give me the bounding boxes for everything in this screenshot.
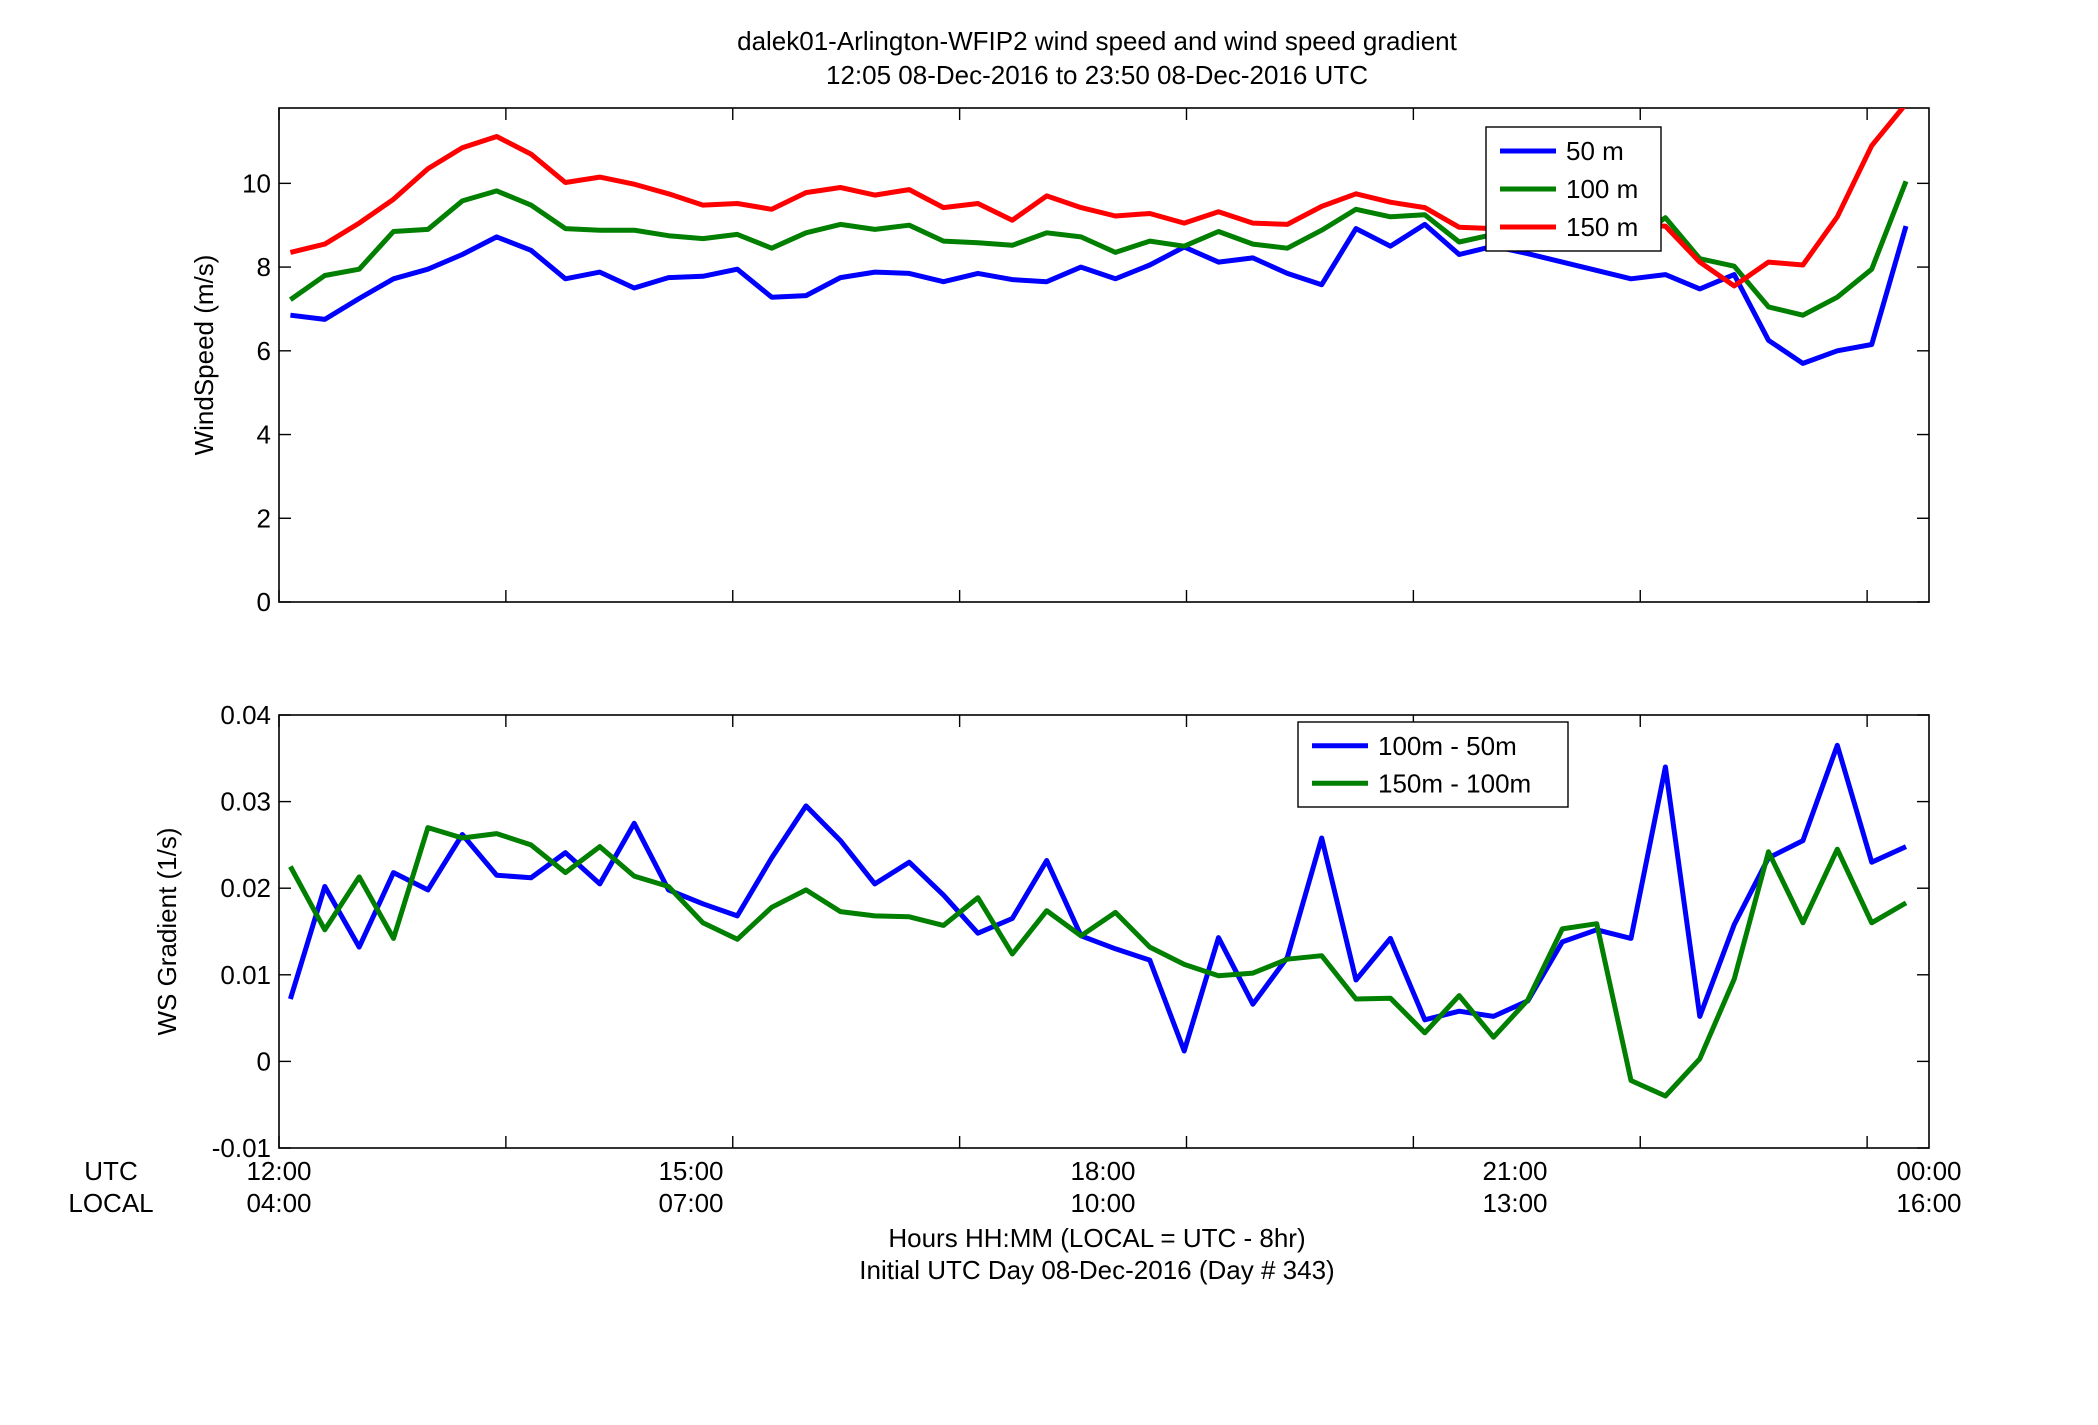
y-tick-label: 0.04: [220, 700, 271, 730]
legend-entry: 150m - 100m: [1378, 768, 1531, 798]
figure-title-line1: dalek01-Arlington-WFIP2 wind speed and w…: [737, 26, 1458, 56]
utc-tick-label: 12:00: [246, 1156, 311, 1186]
series-line-100m-50m: [288, 742, 1908, 1054]
y-tick-label: 0: [257, 587, 271, 617]
y-tick-label: 4: [257, 420, 271, 450]
series-line-50-m: [290, 221, 1909, 366]
local-tick-label: 07:00: [658, 1188, 723, 1218]
plot-frame: [278, 714, 1930, 1149]
local-tick-label: 16:00: [1896, 1188, 1961, 1218]
series-line-150m-100m: [288, 825, 1908, 1099]
y-tick-label: 2: [257, 503, 271, 533]
y-axis-label: WindSpeed (m/s): [189, 255, 219, 456]
x-axis-labels: UTC LOCAL 12:00 15:00 18:00 21:00 00:00 04:00…: [68, 1156, 1961, 1285]
x-axis-label-line1: Hours HH:MM (LOCAL = UTC - 8hr): [888, 1223, 1305, 1253]
y-tick-label: 0: [257, 1046, 271, 1076]
y-tick-label: 8: [257, 252, 271, 282]
windspeed-plot: 0 2 4 6 8 10 WindSpeed (m/s) 50 m 100 m 150 m: [189, 107, 1930, 617]
legend-box: [1297, 721, 1569, 808]
y-tick-label: 10: [242, 168, 271, 198]
figure-title-line2: 12:05 08-Dec-2016 to 23:50 08-Dec-2016 U…: [826, 60, 1368, 90]
utc-tick-label: 21:00: [1482, 1156, 1547, 1186]
y-tick-label: -0.01: [212, 1133, 271, 1163]
y-tick-label: 0.03: [220, 787, 271, 817]
local-tick-label: 04:00: [246, 1188, 311, 1218]
legend-entry: 100m - 50m: [1378, 731, 1517, 761]
legend-entry: 150 m: [1566, 212, 1638, 242]
y-tick-label: 0.02: [220, 873, 271, 903]
time-tick-labels: 12:00 15:00 18:00 21:00 00:00 04:00 07:00 10:00…: [246, 1156, 1961, 1218]
utc-tick-label: 15:00: [658, 1156, 723, 1186]
legend-entry: 50 m: [1566, 136, 1624, 166]
legend-entry: 100 m: [1566, 174, 1638, 204]
x-axis-label-line2: Initial UTC Day 08-Dec-2016 (Day # 343): [859, 1255, 1334, 1285]
utc-tick-label: 18:00: [1070, 1156, 1135, 1186]
ws-gradient-plot: -0.01 0 0.01 0.02 0.03 0.04 WS Gradient (1/s) 1…: [152, 700, 1930, 1163]
local-tick-label: 13:00: [1482, 1188, 1547, 1218]
y-tick-label: 0.01: [220, 960, 271, 990]
y-axis-label: WS Gradient (1/s): [152, 827, 182, 1035]
plot-frame: [278, 107, 1930, 603]
local-row-label: LOCAL: [68, 1188, 153, 1218]
y-tick-label: 6: [257, 336, 271, 366]
utc-row-label: UTC: [84, 1156, 137, 1186]
local-tick-label: 10:00: [1070, 1188, 1135, 1218]
utc-tick-label: 00:00: [1896, 1156, 1961, 1186]
